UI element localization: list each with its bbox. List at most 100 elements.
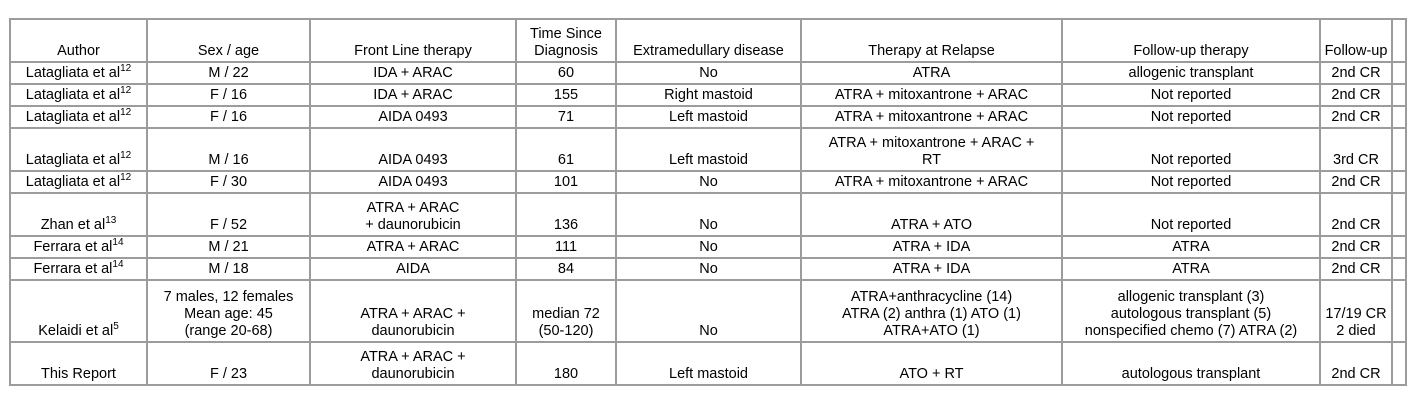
cell-line: Time Since [530,26,602,42]
cell-line: nonspecified chemo (7) ATRA (2) [1084,323,1298,339]
cell-line: Mean age: 45 [184,306,273,322]
cell-followup-therapy: Not reported [1061,105,1321,129]
cell-extra-column [1391,235,1407,259]
cell-line: allogenic transplant [1128,65,1254,81]
cell-front-line-therapy: ATRA + ARAC + daunorubicin [309,341,517,386]
cell-followup-therapy: autologous transplant [1061,341,1321,386]
cell-line: median 72 [532,306,600,322]
cell-line: Left mastoid [669,109,748,125]
cell-followup: 2nd CR [1319,235,1393,259]
cell-followup: 2nd CR [1319,192,1393,237]
cell-extra-column [1391,83,1407,107]
cell-front-line-therapy: AIDA [309,257,517,281]
cell-line: 2nd CR [1331,109,1381,125]
cell-line: Diagnosis [534,43,598,59]
author-name: This Report [41,366,116,382]
cell-sex-age: 7 males, 12 females Mean age: 45 (range 20… [146,279,311,343]
table-row: Latagliata et al12 F / 16 IDA + ARAC 155 Rig… [9,83,1407,107]
cell-time-since-diagnosis: 61 [515,127,617,172]
cell-extra-column [1391,192,1407,237]
cell-time-since-diagnosis: 136 [515,192,617,237]
cell-line: AIDA 0493 [378,109,448,125]
cell-line: 2nd CR [1331,239,1381,255]
reference-superscript: 12 [120,107,132,119]
author-name: Latagliata et al [25,87,121,103]
cell-line: IDA + ARAC [373,87,453,103]
cell-extramedullary-disease: Left mastoid [615,341,802,386]
cell-extra-column [1391,127,1407,172]
cell-line: M / 16 [208,152,249,168]
cell-line: AIDA [396,261,430,277]
cell-line: 2nd CR [1331,65,1381,81]
table-row: Latagliata et al12 M / 22 IDA + ARAC 60 No AT… [9,61,1407,85]
reference-superscript: 13 [105,215,117,227]
cell-extra-column [1391,61,1407,85]
cell-followup: 3rd CR [1319,127,1393,172]
table-row: Ferrara et al14 M / 21 ATRA + ARAC 111 No ATR… [9,235,1407,259]
cell-therapy-at-relapse: ATRA + IDA [800,235,1063,259]
table-row: Latagliata et al12 F / 30 AIDA 0493 101 No AT… [9,170,1407,194]
cell-line: Not reported [1150,217,1232,233]
cell-line: RT [921,152,942,168]
cell-front-line-therapy: AIDA 0493 [309,105,517,129]
cell-extramedullary-disease: No [615,192,802,237]
cell-followup-therapy: Not reported [1061,192,1321,237]
header-front-line-therapy: Front Line therapy [309,18,517,63]
cell-line: 3rd CR [1333,152,1379,168]
author-name: Ferrara et al [33,239,113,255]
cell-line: ATRA (2) anthra (1) ATO (1) [842,306,1021,322]
cell-followup-therapy: allogenic transplant [1061,61,1321,85]
cell-followup-therapy: Not reported [1061,127,1321,172]
cell-extra-column [1391,341,1407,386]
header-extramedullary-disease: Extramedullary disease [615,18,802,63]
cell-sex-age: M / 22 [146,61,311,85]
cell-line: ATRA+ATO (1) [883,323,980,339]
cell-author: Latagliata et al12 [9,127,148,172]
cell-sex-age: M / 21 [146,235,311,259]
cell-author: Latagliata et al12 [9,83,148,107]
cell-line: No [699,239,718,255]
cell-line: 136 [553,217,579,233]
cell-line: ATRA + ARAC [366,200,460,216]
table-container: Author Sex / age Front Line therapy Time Si… [9,18,1407,386]
cell-line: F / 16 [209,109,248,125]
cell-line: F / 30 [209,174,248,190]
cell-line: 111 [554,239,578,255]
cell-author: Kelaidi et al5 [9,279,148,343]
cell-front-line-therapy: AIDA 0493 [309,127,517,172]
cell-therapy-at-relapse: ATRA + mitoxantrone + ARAC [800,83,1063,107]
cell-line: ATRA + mitoxantrone + ARAC + [828,135,1035,151]
cell-line: ATRA + IDA [892,239,971,255]
cell-line: No [699,65,718,81]
cell-line: ATRA [1172,239,1210,255]
cell-followup-therapy: Not reported [1061,83,1321,107]
cell-followup: 17/19 CR 2 died [1319,279,1393,343]
cell-line: ATRA + mitoxantrone + ARAC [834,87,1029,103]
cell-front-line-therapy: ATRA + ARAC [309,235,517,259]
cell-line: daunorubicin [371,366,455,382]
cell-line: + daunorubicin [365,217,461,233]
cell-line: No [699,174,718,190]
table-row: Ferrara et al14 M / 18 AIDA 84 No ATRA + IDA A… [9,257,1407,281]
cell-time-since-diagnosis: 180 [515,341,617,386]
cell-line: ATRA + mitoxantrone + ARAC [834,174,1029,190]
cell-line: Left mastoid [669,366,748,382]
author-name: Kelaidi et al [38,323,114,339]
cell-time-since-diagnosis: 101 [515,170,617,194]
cell-extra-column [1391,257,1407,281]
cell-line: (range 20-68) [184,323,273,339]
cell-line: M / 18 [208,261,249,277]
author-name: Ferrara et al [33,261,113,277]
cell-followup-therapy: ATRA [1061,257,1321,281]
cell-line: (50-120) [538,323,594,339]
cell-line: No [699,323,718,339]
cell-line: Author [57,43,100,59]
cell-line: Follow-up [1324,43,1388,59]
cell-line: Front Line therapy [354,43,472,59]
cell-author: Latagliata et al12 [9,170,148,194]
cell-extra-column [1391,170,1407,194]
reference-superscript: 12 [120,150,132,162]
cell-followup: 2nd CR [1319,170,1393,194]
author-name: Latagliata et al [25,65,121,81]
cell-line: Sex / age [197,43,260,59]
